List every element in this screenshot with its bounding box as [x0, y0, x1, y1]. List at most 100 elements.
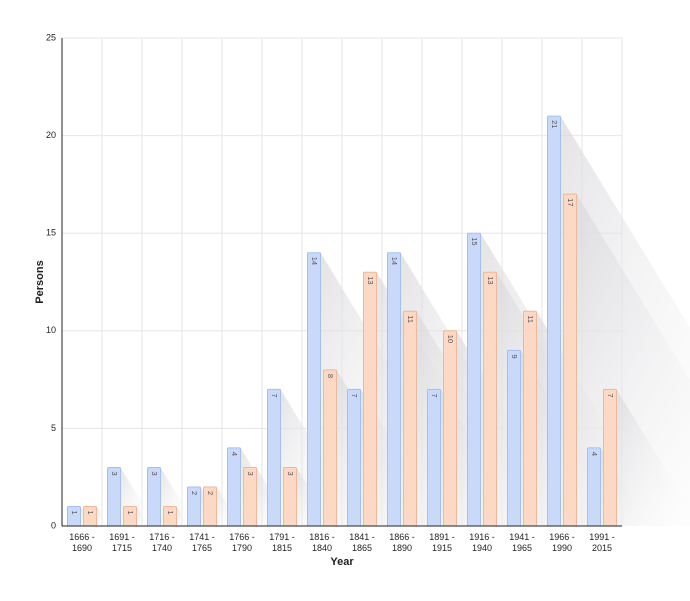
bar	[523, 310, 537, 527]
x-tick-line: 1965	[512, 543, 532, 553]
bar	[83, 505, 97, 527]
bar	[587, 447, 601, 527]
x-tick-line: 1766 -	[229, 532, 255, 542]
bar	[307, 252, 321, 527]
bar	[507, 349, 521, 527]
y-axis-title: Persons	[34, 260, 46, 303]
data-label: 7	[606, 393, 615, 397]
x-tick-line: 1890	[392, 543, 412, 553]
data-label: 1	[86, 510, 95, 514]
bar	[147, 466, 161, 527]
bar	[563, 193, 577, 527]
x-axis-title: Year	[330, 556, 354, 568]
x-tick-line: 1841 -	[349, 532, 375, 542]
x-tick-line: 1741 -	[189, 532, 215, 542]
x-tick-line: 1891 -	[429, 532, 455, 542]
x-tick-label: 1991 -2015	[589, 532, 615, 553]
bar-shadow	[96, 506, 108, 526]
data-label: 13	[366, 276, 375, 284]
x-tick-line: 1915	[432, 543, 452, 553]
x-tick-label: 1791 -1815	[269, 532, 295, 553]
x-tick-line: 1765	[192, 543, 212, 553]
data-label: 14	[310, 257, 319, 265]
bar	[547, 115, 561, 527]
x-tick-line: 1840	[312, 543, 332, 553]
bar-shadow	[176, 506, 188, 526]
x-tick-line: 1990	[552, 543, 572, 553]
bar	[403, 310, 417, 527]
bar	[323, 369, 337, 527]
data-label: 1	[126, 510, 135, 514]
data-label: 8	[326, 374, 335, 378]
x-tick-line: 1966 -	[549, 532, 575, 542]
x-tick-line: 1666 -	[69, 532, 95, 542]
data-label: 10	[446, 335, 455, 343]
x-tick-label: 1941 -1965	[509, 532, 535, 553]
bar	[603, 388, 617, 527]
x-tick-label: 1891 -1915	[429, 532, 455, 553]
x-tick-label: 1741 -1765	[189, 532, 215, 553]
x-tick-line: 2015	[592, 543, 612, 553]
y-tick-label: 5	[51, 423, 56, 433]
x-tick-label: 1866 -1890	[389, 532, 415, 553]
data-label: 3	[110, 471, 119, 475]
bar	[227, 447, 241, 527]
x-tick-line: 1815	[272, 543, 292, 553]
data-label: 11	[406, 315, 415, 323]
bar	[283, 466, 297, 527]
data-label: 4	[590, 452, 599, 456]
data-label: 7	[430, 393, 439, 397]
bar	[387, 252, 401, 527]
data-label: 1	[166, 510, 175, 514]
x-tick-line: 1790	[232, 543, 252, 553]
x-tick-line: 1740	[152, 543, 172, 553]
x-tick-line: 1791 -	[269, 532, 295, 542]
data-label: 7	[270, 393, 279, 397]
data-label: 2	[206, 491, 215, 495]
y-tick-label: 25	[46, 32, 56, 42]
data-label: 15	[470, 237, 479, 245]
x-tick-label: 1666 -1690	[69, 532, 95, 553]
x-tick-line: 1715	[112, 543, 132, 553]
y-tick-label: 20	[46, 130, 56, 140]
x-tick-line: 1691 -	[109, 532, 135, 542]
bar	[363, 271, 377, 527]
data-label: 7	[350, 393, 359, 397]
data-label: 1	[70, 510, 79, 514]
data-label: 21	[550, 120, 559, 128]
x-tick-line: 1690	[72, 543, 92, 553]
x-tick-line: 1716 -	[149, 532, 175, 542]
data-label: 14	[390, 257, 399, 265]
bar	[107, 466, 121, 527]
bar	[427, 388, 441, 527]
x-tick-label: 1816 -1840	[309, 532, 335, 553]
bar	[443, 330, 457, 527]
bar	[267, 388, 281, 527]
data-label: 3	[286, 471, 295, 475]
x-tick-label: 1766 -1790	[229, 532, 255, 553]
y-tick-label: 15	[46, 228, 56, 238]
data-label: 3	[150, 471, 159, 475]
bar	[163, 505, 177, 527]
bar-shadow	[616, 389, 690, 526]
data-label: 13	[486, 276, 495, 284]
x-tick-label: 1841 -1865	[349, 532, 375, 553]
x-tick-line: 1940	[472, 543, 492, 553]
data-label: 4	[230, 452, 239, 456]
data-label: 9	[510, 354, 519, 358]
bar	[467, 232, 481, 527]
x-tick-line: 1941 -	[509, 532, 535, 542]
bar	[347, 388, 361, 527]
x-tick-line: 1816 -	[309, 532, 335, 542]
x-tick-label: 1916 -1940	[469, 532, 495, 553]
data-label: 17	[566, 198, 575, 206]
x-tick-label: 1716 -1740	[149, 532, 175, 553]
data-label: 3	[246, 471, 255, 475]
bar	[67, 505, 81, 527]
y-tick-label: 0	[51, 520, 56, 530]
y-tick-label: 10	[46, 325, 56, 335]
data-label: 11	[526, 315, 535, 323]
bar-shadow	[136, 506, 148, 526]
x-tick-line: 1991 -	[589, 532, 615, 542]
